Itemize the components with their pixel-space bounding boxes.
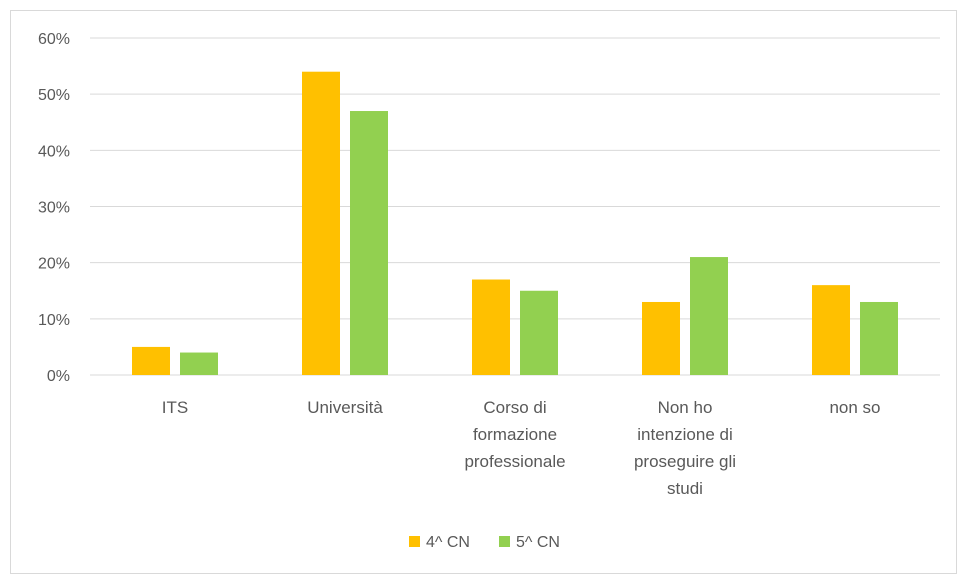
legend: 4^ CN 5^ CN [409,534,560,551]
y-tick-label: 20% [38,256,70,273]
bar [350,111,388,376]
x-tick-label: Corso di formazione professionale [464,398,565,471]
bar [642,301,680,375]
bar [180,352,218,375]
legend-label: 5^ CN [516,534,560,551]
gridlines [90,37,940,376]
x-tick-label: Università [307,398,383,417]
bar [520,290,558,375]
bar [812,285,850,375]
y-axis-ticks: 0% 10% 20% 30% 40% 50% 60% [38,31,70,385]
y-tick-label: 0% [47,368,70,385]
legend-swatch [409,536,420,547]
bar [302,71,340,375]
x-tick-label: Non ho intenzione di proseguire gli studi [634,398,736,498]
legend-label: 4^ CN [426,534,470,551]
y-tick-label: 30% [38,200,70,217]
y-tick-label: 50% [38,87,70,104]
bar [132,346,170,375]
y-tick-label: 10% [38,312,70,329]
y-tick-label: 40% [38,143,70,160]
bar [690,257,728,375]
bar [472,279,510,375]
x-axis-labels: ITS Università Corso di formazione professio… [162,398,881,498]
x-tick-label: ITS [162,398,188,417]
y-tick-label: 60% [38,31,70,48]
bars [132,71,898,376]
bar [860,301,898,375]
legend-swatch [499,536,510,547]
x-tick-label: non so [829,398,880,417]
